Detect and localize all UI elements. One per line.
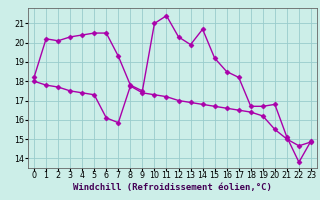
X-axis label: Windchill (Refroidissement éolien,°C): Windchill (Refroidissement éolien,°C) [73,183,272,192]
